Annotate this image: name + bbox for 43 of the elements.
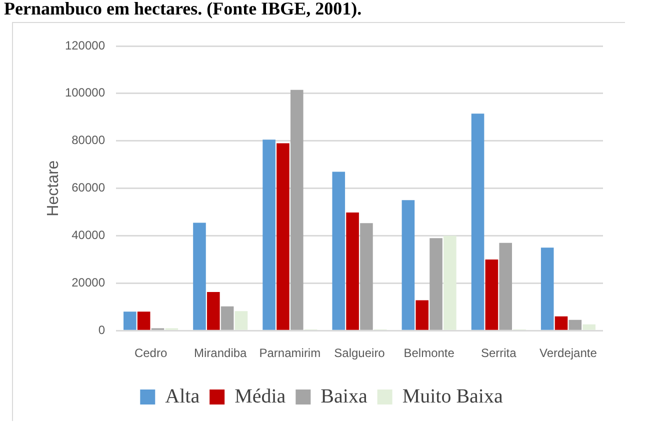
legend-label: Alta — [165, 385, 200, 408]
bar — [582, 324, 596, 330]
bar — [290, 90, 304, 330]
bar — [137, 312, 150, 330]
x-tick-label: Verdejante — [540, 346, 598, 360]
y-tick-label: 120000 — [64, 38, 106, 52]
bar — [207, 292, 220, 330]
bar — [220, 306, 234, 330]
y-tick-label: 40000 — [72, 228, 106, 242]
bar — [485, 259, 498, 330]
x-tick-label: Serrita — [480, 346, 517, 360]
y-tick-label: 80000 — [72, 133, 106, 148]
bar — [416, 300, 429, 330]
text: Pernambuco em hectares. (Fonte IBGE, 2001). — [4, 0, 362, 19]
y-axis-title: Hectare — [45, 160, 62, 216]
bar — [471, 114, 484, 330]
x-tick-label: Belmonte — [404, 346, 455, 360]
x-tick-label: Salgueiro — [334, 346, 386, 360]
bar — [540, 248, 554, 330]
bar — [262, 140, 276, 330]
bar — [332, 172, 346, 330]
bar — [124, 312, 136, 330]
bar — [402, 200, 415, 330]
bar — [499, 242, 512, 330]
legend-label: Média — [234, 385, 286, 408]
legend-label: Muito Baixa — [402, 385, 503, 408]
bar — [193, 222, 206, 330]
x-tick-label: Mirandiba — [194, 346, 248, 360]
bar — [234, 311, 248, 330]
bar — [568, 320, 582, 330]
x-tick-label: Parnamirim — [259, 346, 321, 360]
bar — [430, 238, 442, 330]
legend-label: Baixa — [320, 385, 368, 408]
x-tick-label: Cedro — [134, 346, 168, 360]
y-tick-label: 0 — [98, 322, 106, 337]
y-tick-label: 60000 — [72, 180, 106, 195]
bar — [360, 223, 373, 330]
bar — [554, 316, 568, 330]
y-tick-label: 20000 — [72, 275, 106, 290]
bar — [276, 143, 290, 330]
y-tick-label: 100000 — [64, 86, 106, 100]
bar — [346, 212, 359, 330]
bar — [444, 236, 456, 330]
